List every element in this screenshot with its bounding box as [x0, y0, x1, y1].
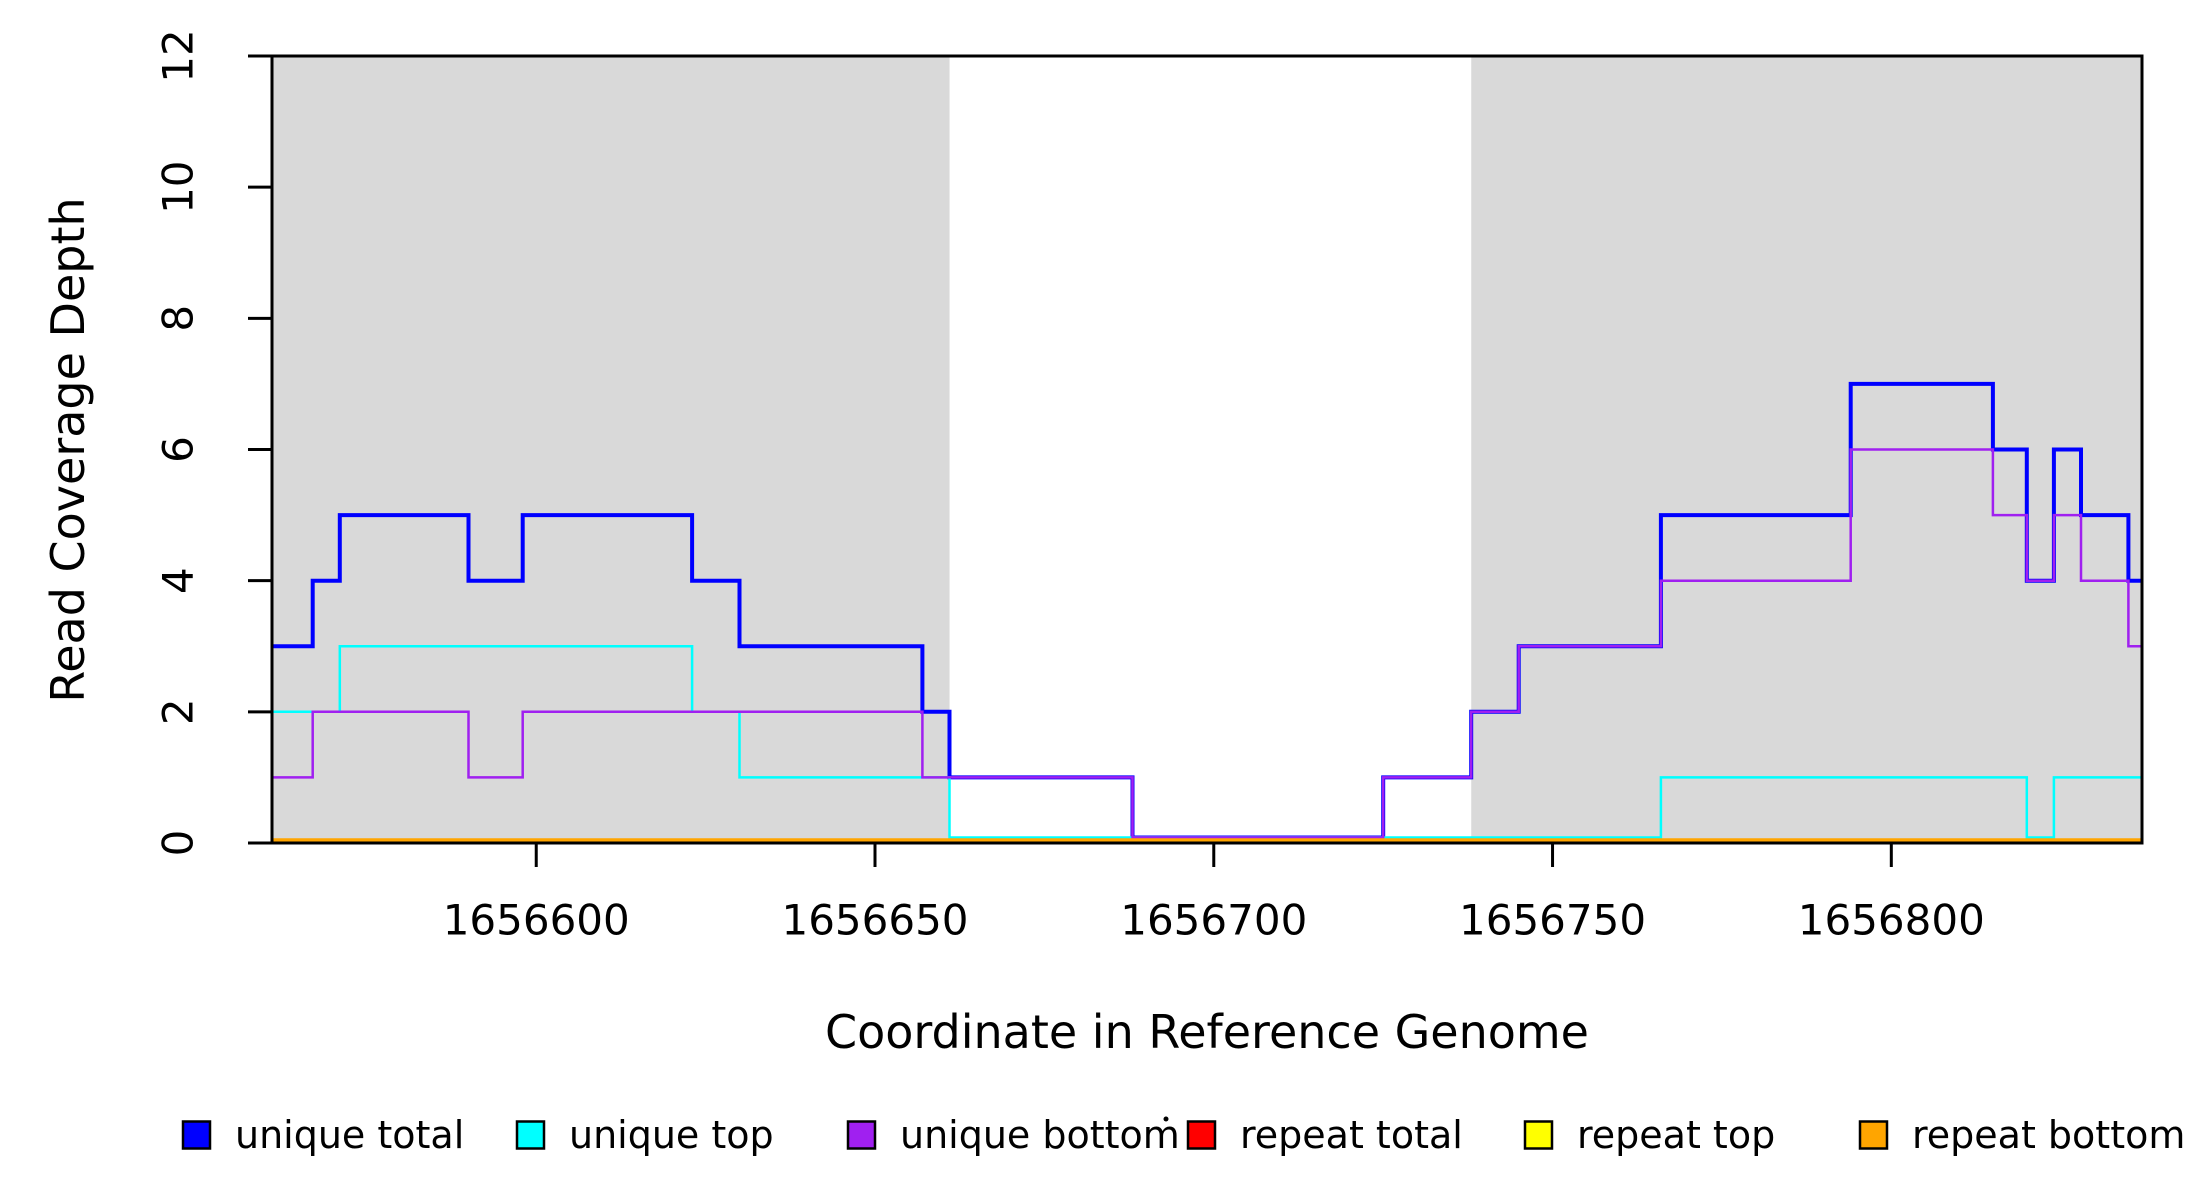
- legend-swatch-unique-bottom: [846, 1120, 877, 1150]
- shaded-region: [272, 56, 950, 843]
- legend-label-unique-total: unique total: [235, 1113, 464, 1157]
- y-tick-label: 10: [154, 160, 203, 213]
- data-series: [272, 381, 2142, 842]
- legend-label-repeat-bottom: repeat bottom: [1912, 1113, 2185, 1157]
- stray-dot: [1163, 1116, 1169, 1122]
- series-unique-top: [272, 645, 2142, 839]
- legend-label-unique-bottom: unique bottom: [900, 1113, 1180, 1157]
- y-tick-label: 0: [154, 830, 203, 857]
- x-tick-label: 1656700: [1120, 896, 1307, 945]
- y-tick-label: 12: [154, 29, 203, 82]
- y-axis: 0 2 4 6 8 10 12: [154, 29, 271, 856]
- series-unique-bottom: [272, 448, 2142, 839]
- legend-swatch-repeat-total: [1186, 1120, 1217, 1150]
- y-tick-label: 8: [154, 305, 203, 332]
- y-axis-title: Read Coverage Depth: [41, 197, 95, 702]
- x-tick-label: 1656800: [1798, 896, 1985, 945]
- legend-swatch-unique-total: [181, 1120, 212, 1150]
- x-tick-label: 1656750: [1459, 896, 1646, 945]
- x-tick-label: 1656650: [781, 896, 968, 945]
- y-tick-label: 2: [154, 698, 203, 725]
- legend-label-unique-top: unique top: [569, 1113, 774, 1157]
- shaded-region: [1471, 56, 2142, 843]
- legend-swatch-repeat-top: [1523, 1120, 1554, 1150]
- y-tick-label: 6: [154, 436, 203, 463]
- x-axis-title: Coordinate in Reference Genome: [825, 1005, 1589, 1059]
- legend-label-repeat-top: repeat top: [1577, 1113, 1775, 1157]
- legend-label-repeat-total: repeat total: [1240, 1113, 1463, 1157]
- x-axis: 1656600 1656650 1656700 1656750 1656800: [443, 844, 1985, 945]
- plot-border: [270, 54, 2144, 845]
- legend-swatch-unique-top: [515, 1120, 546, 1150]
- legend-swatch-repeat-bottom: [1858, 1120, 1889, 1150]
- y-tick-label: 4: [154, 567, 203, 594]
- legend: unique total unique top unique bottom repea…: [181, 1113, 2185, 1157]
- x-tick-label: 1656600: [443, 896, 630, 945]
